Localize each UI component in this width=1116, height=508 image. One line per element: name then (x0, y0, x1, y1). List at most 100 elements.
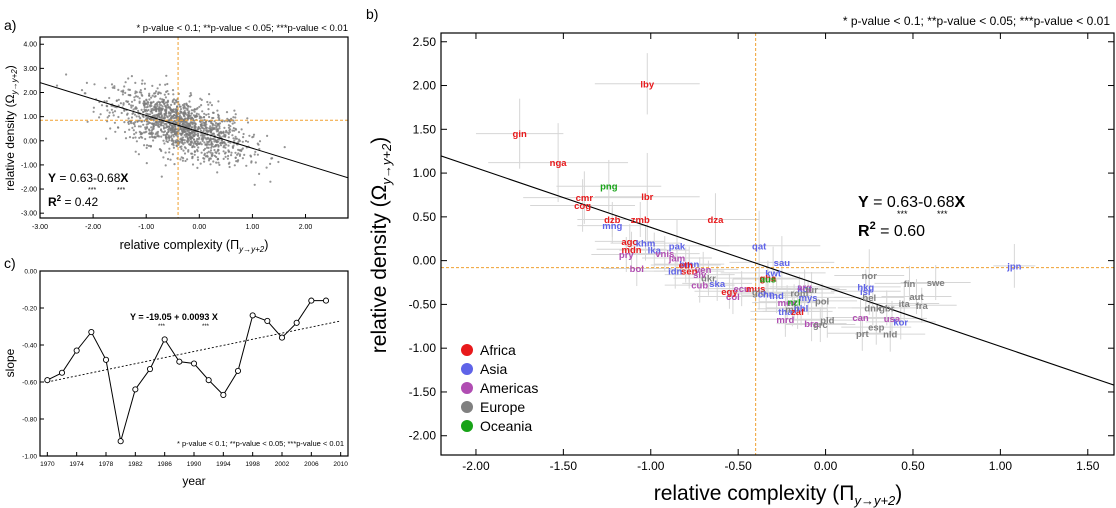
panel-c-trend-line (47, 320, 341, 383)
panel-a-point (105, 137, 108, 140)
panel-a-point (209, 101, 212, 104)
panel-b-country-label-mng: mng (602, 221, 622, 232)
panel-a-point (233, 129, 236, 132)
panel-a-point (163, 130, 167, 133)
panel-a-point (128, 103, 131, 106)
panel-a-point (246, 121, 250, 124)
panel-a-point (184, 135, 187, 138)
panel-a-point (222, 157, 225, 160)
panel-b-country-label-glo: glo (752, 288, 766, 299)
panel-a-point (146, 120, 149, 123)
panel-a-point (155, 90, 158, 93)
panel-a-point (202, 149, 205, 152)
panel-a-point (222, 131, 225, 134)
panel-a-point (200, 125, 203, 128)
panel-a-point (203, 152, 206, 155)
panel-b-country-label-esp: esp (868, 323, 885, 334)
panel-a-point (227, 132, 230, 135)
panel-a-point (154, 133, 157, 136)
panel-a-r2-label: R (48, 195, 57, 209)
panel-a-point (238, 149, 241, 152)
panel-b-country-label-zmb: zmb (631, 215, 650, 226)
panel-a-y-axis-label: relative density (Ωy→y+2) (3, 65, 19, 190)
panel-a-point (128, 128, 131, 131)
panel-a-point (130, 106, 133, 109)
panel-a-point (229, 120, 232, 123)
panel-a-point (153, 135, 156, 138)
panel-b-country-label-chn: chn (758, 289, 775, 300)
panel-a-point (158, 83, 161, 86)
panel-a-point (172, 142, 175, 145)
panel-a-point (178, 103, 181, 106)
panel-c-equation: Y = -19.05 + 0.0093 X (130, 312, 218, 322)
panel-a-point (167, 130, 170, 134)
panel-a-point (205, 126, 208, 129)
panel-b-x-tick-label: -2.00 (462, 459, 490, 473)
panel-a-point (270, 157, 273, 160)
panel-b-country-label-bol: bol (630, 264, 644, 275)
panel-a-point (124, 91, 127, 94)
panel-a-point (233, 121, 236, 124)
panel-a-point (144, 128, 147, 131)
panel-a-point (137, 109, 140, 112)
panel-c-x-tick-label: 2010 (333, 461, 348, 468)
panel-a-point (153, 105, 156, 108)
panel-a-point (200, 104, 203, 107)
panel-b-xlabel-sub: y→y+2 (853, 493, 896, 508)
legend-label-asia: Asia (480, 361, 507, 377)
panel-a-point (237, 159, 240, 162)
panel-a-point (143, 82, 146, 85)
panel-a-point (228, 165, 231, 169)
panel-a-point (121, 93, 124, 96)
panel-b-country-label-pol: pol (815, 296, 829, 307)
panel-b-country-label-mys: mys (799, 293, 818, 304)
panel-a-x-tick-label: -2.00 (85, 224, 101, 231)
panel-a-point (192, 109, 195, 112)
panel-a-point (218, 127, 221, 130)
panel-a-point (183, 133, 186, 137)
panel-a-point (167, 112, 170, 115)
panel-a-point (157, 112, 161, 115)
panel-b-y-tick-label: 0.00 (413, 254, 437, 268)
panel-a-point (166, 125, 169, 128)
panel-a-point (175, 108, 178, 111)
panel-b-country-label-tur: tur (805, 285, 818, 296)
panel-a-point (212, 132, 215, 135)
panel-c-point (73, 347, 80, 354)
panel-b-country-label-fra: fra (916, 301, 929, 312)
panel-a-point (208, 115, 211, 119)
panel-a-point (139, 125, 142, 128)
panel-a-point (143, 87, 147, 90)
panel-a-point (150, 122, 153, 125)
panel-a-point (182, 112, 185, 115)
panel-a-point (136, 120, 139, 123)
panel-a-point (189, 138, 192, 141)
panel-a-point (115, 99, 118, 102)
panel-a-point (218, 163, 221, 166)
panel-a-point (181, 159, 184, 162)
panel-b-y-tick-label: -1.00 (409, 341, 437, 355)
panel-a-point (172, 117, 175, 120)
panel-a-point (112, 114, 115, 117)
panel-a-x-tick-label: 2.00 (299, 224, 313, 231)
panel-a-point (195, 144, 199, 147)
panel-a-point (98, 116, 101, 119)
panel-b-x-tick-label: -1.00 (637, 459, 665, 473)
panel-b-country-label-can: can (852, 313, 869, 324)
panel-a-point (130, 104, 133, 107)
panel-a-point (210, 141, 213, 145)
panel-b-country-label-swe: swe (927, 278, 945, 289)
panel-c-pvalue-note: * p-value < 0.1; **p-value < 0.05; ***p-… (177, 439, 344, 448)
panel-c-y-ticks: 0.00 -0.20 -0.40 -0.60 -0.80 -1.00 (22, 269, 44, 461)
panel-a-point (151, 84, 154, 87)
panel-c-y-axis-label: slope (3, 348, 17, 377)
panel-a-point (163, 112, 166, 115)
panel-a-point (134, 121, 137, 124)
panel-a-point (133, 96, 136, 99)
panel-a-point (182, 121, 186, 124)
panel-a-point (216, 109, 219, 112)
panel-c-stars-2: *** (202, 324, 210, 330)
panel-a-point (183, 152, 187, 155)
panel-b-xlabel-close: ) (895, 482, 902, 505)
